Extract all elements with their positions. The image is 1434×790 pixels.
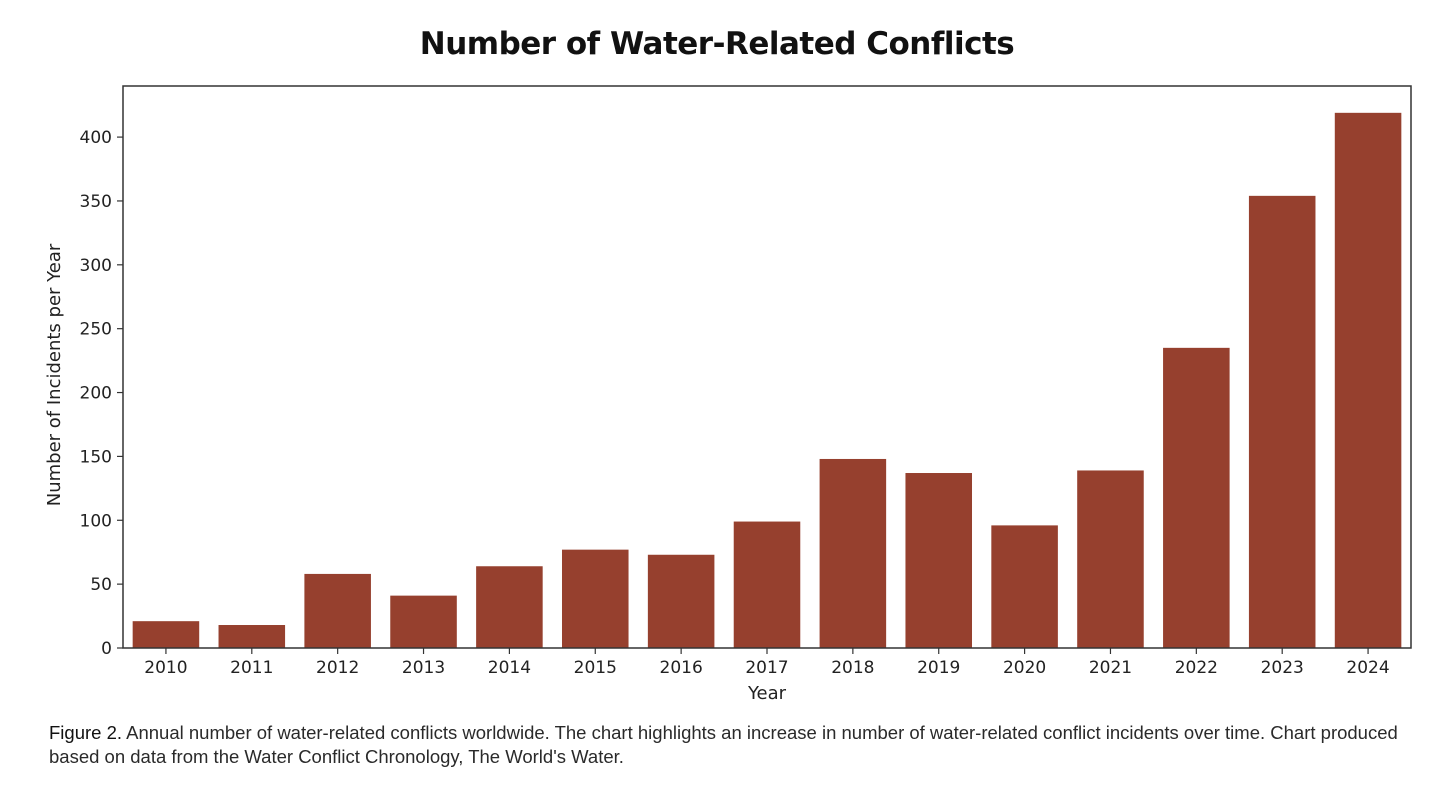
bar-2014 xyxy=(476,566,543,648)
y-axis-title: Number of Incidents per Year xyxy=(44,243,65,506)
bar-2011 xyxy=(218,625,286,648)
bar-2019 xyxy=(905,473,973,648)
x-tick-label: 2011 xyxy=(230,658,273,678)
bar-2021 xyxy=(1077,470,1144,648)
bar-2016 xyxy=(647,554,715,648)
bar-2024 xyxy=(1334,112,1402,648)
x-tick-label: 2024 xyxy=(1346,658,1389,678)
bar-2022 xyxy=(1163,347,1230,648)
bar-2020 xyxy=(991,525,1058,648)
x-tick-label: 2018 xyxy=(831,658,874,678)
x-tick-label: 2013 xyxy=(402,658,445,678)
y-tick-label: 400 xyxy=(80,128,112,148)
y-tick-label: 100 xyxy=(80,511,112,531)
x-tick-label: 2022 xyxy=(1175,658,1218,678)
y-tick-label: 0 xyxy=(101,639,112,659)
caption-text: Annual number of water-related conflicts… xyxy=(49,722,1398,767)
y-tick-label: 250 xyxy=(80,320,112,340)
y-tick-label: 350 xyxy=(80,192,112,212)
x-tick-label: 2010 xyxy=(144,658,187,678)
y-axis: 0 50 100 150 200 250 300 350 400 xyxy=(80,128,123,659)
bar-2012 xyxy=(304,573,371,648)
bar-2017 xyxy=(733,521,801,648)
plot-frame xyxy=(122,85,1412,649)
y-tick-label: 300 xyxy=(80,256,112,276)
x-tick-label: 2012 xyxy=(316,658,359,678)
bar-2018 xyxy=(819,458,887,648)
bar-2013 xyxy=(390,595,457,648)
x-axis-title: Year xyxy=(747,683,787,704)
x-tick-label: 2015 xyxy=(574,658,617,678)
x-tick-label: 2017 xyxy=(745,658,788,678)
bar-2023 xyxy=(1248,195,1316,648)
x-tick-label: 2021 xyxy=(1089,658,1132,678)
x-axis: 2010 2011 2012 2013 2014 2015 2016 2017 2018 2019… xyxy=(144,648,1390,678)
y-tick-label: 150 xyxy=(80,447,112,467)
chart-title: Number of Water-Related Conflicts xyxy=(419,26,1015,62)
bars-group xyxy=(132,112,1402,648)
bar-2015 xyxy=(561,549,629,648)
bar-2010 xyxy=(132,621,200,648)
x-tick-label: 2019 xyxy=(917,658,960,678)
y-tick-label: 50 xyxy=(90,575,112,595)
x-tick-label: 2014 xyxy=(488,658,531,678)
caption-label: Figure 2. xyxy=(49,722,123,743)
y-tick-label: 200 xyxy=(80,384,112,404)
x-tick-label: 2016 xyxy=(660,658,703,678)
figure-caption: Figure 2. Annual number of water-related… xyxy=(49,721,1399,769)
x-tick-label: 2023 xyxy=(1261,658,1304,678)
x-tick-label: 2020 xyxy=(1003,658,1046,678)
